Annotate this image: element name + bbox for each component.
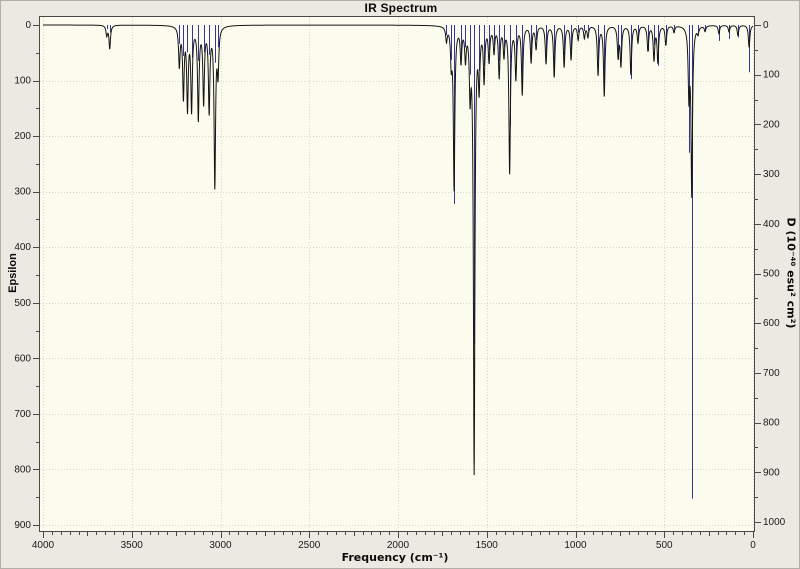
plot-frame	[39, 16, 755, 532]
svg-text:0: 0	[763, 20, 769, 31]
svg-text:700: 700	[763, 368, 780, 379]
svg-text:400: 400	[763, 219, 780, 230]
svg-text:200: 200	[763, 119, 780, 130]
svg-text:600: 600	[14, 353, 31, 364]
tick-labels: 4000 3500 3000 2500 2000 1500 1000 500 001002003…	[14, 20, 785, 551]
chart-title: IR Spectrum	[364, 1, 438, 15]
svg-text:100: 100	[763, 70, 780, 81]
svg-text:3000: 3000	[209, 540, 232, 551]
svg-text:0: 0	[750, 540, 756, 551]
epsilon-curve	[43, 24, 754, 476]
svg-text:500: 500	[14, 298, 31, 309]
svg-text:800: 800	[14, 464, 31, 475]
svg-text:4000: 4000	[32, 540, 55, 551]
plot-background	[39, 16, 755, 532]
svg-text:900: 900	[763, 467, 780, 478]
svg-text:800: 800	[763, 418, 780, 429]
svg-text:0: 0	[25, 20, 31, 31]
axis-ticks	[33, 25, 761, 538]
svg-text:500: 500	[656, 540, 673, 551]
svg-text:3500: 3500	[121, 540, 144, 551]
svg-text:1000: 1000	[763, 517, 786, 528]
svg-text:200: 200	[14, 131, 31, 142]
svg-text:900: 900	[14, 520, 31, 531]
svg-text:100: 100	[14, 76, 31, 87]
svg-text:400: 400	[14, 242, 31, 253]
svg-text:1000: 1000	[564, 540, 587, 551]
svg-text:600: 600	[763, 318, 780, 329]
x-axis-label: Frequency (cm⁻¹)	[341, 551, 449, 564]
svg-text:700: 700	[14, 409, 31, 420]
svg-text:2000: 2000	[387, 540, 410, 551]
svg-text:1500: 1500	[476, 540, 499, 551]
svg-text:500: 500	[763, 269, 780, 280]
svg-text:300: 300	[14, 187, 31, 198]
grid	[40, 17, 754, 531]
svg-text:300: 300	[763, 169, 780, 180]
svg-text:2500: 2500	[298, 540, 321, 551]
